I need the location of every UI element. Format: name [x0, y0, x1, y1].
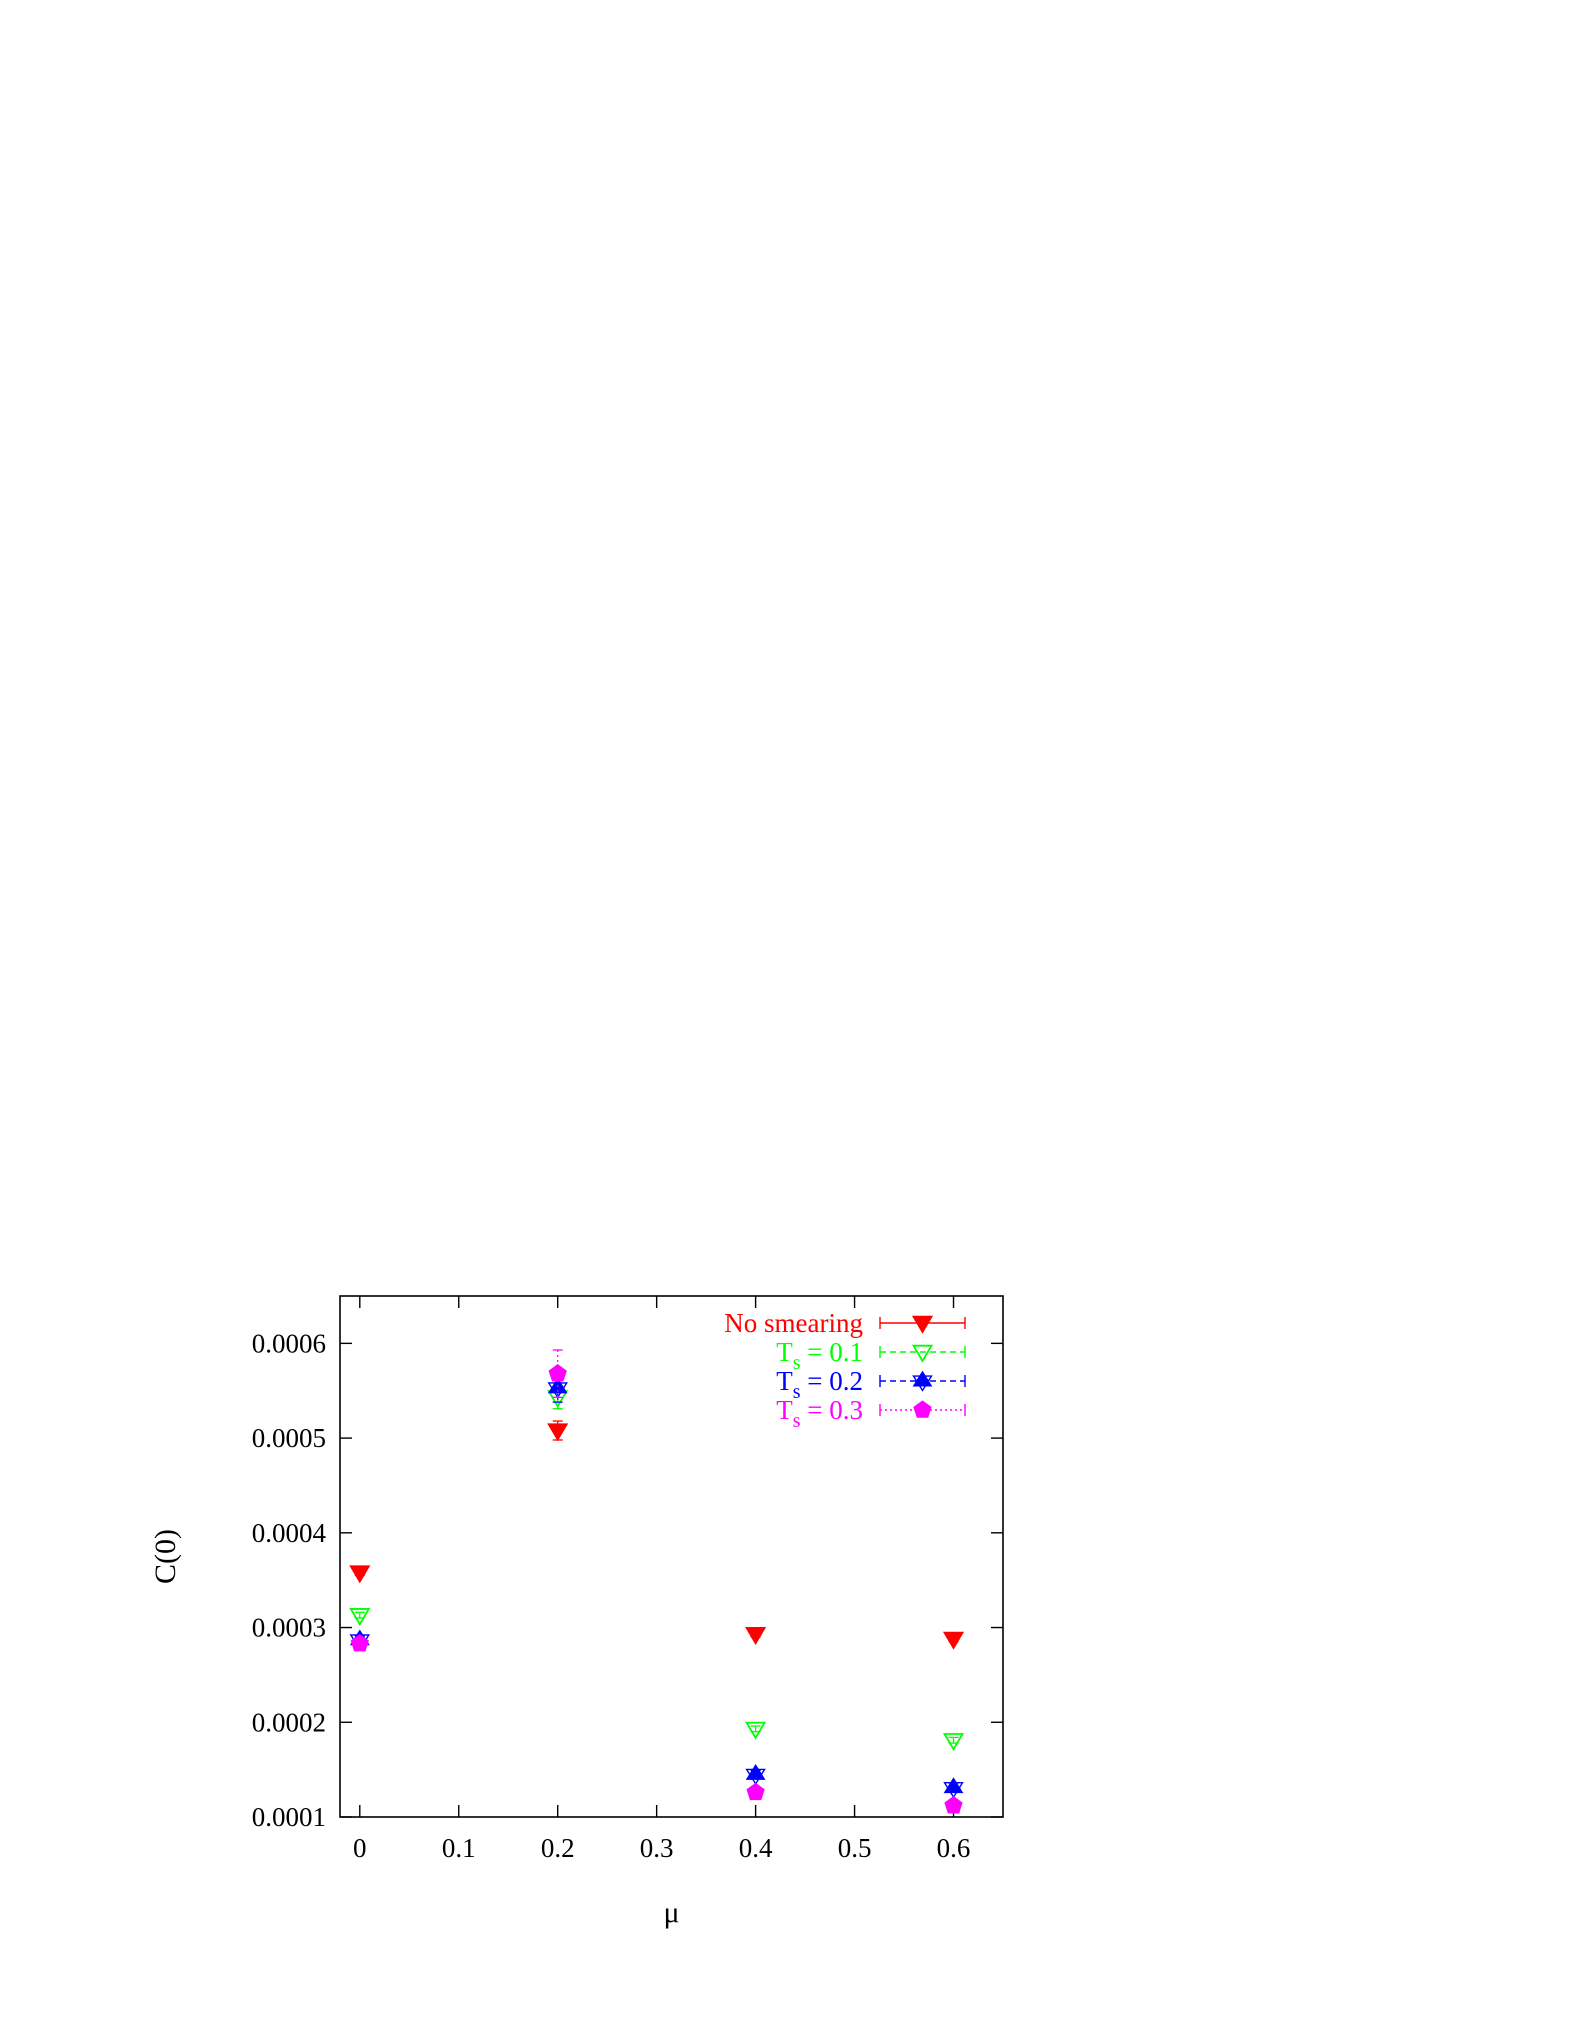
- data-point: [942, 1733, 965, 1752]
- star-down-triangle: [943, 1781, 964, 1799]
- y-tick-label: 0.0002: [252, 1707, 326, 1737]
- legend-label-main: T: [776, 1337, 793, 1367]
- data-point: [350, 1634, 369, 1652]
- legend-label-rest: = 0.1: [801, 1337, 863, 1367]
- y-tick-label: 0.0004: [252, 1518, 327, 1548]
- star-down-triangle: [547, 1382, 568, 1399]
- legend-marker: [911, 1315, 934, 1334]
- legend-marker: [912, 1370, 933, 1392]
- data-point: [745, 1721, 767, 1740]
- x-tick-label: 0.3: [640, 1833, 674, 1863]
- legend-label-main: T: [776, 1395, 793, 1425]
- data-point: [944, 1796, 963, 1814]
- data-point: [548, 1364, 567, 1382]
- data-layer: [349, 1349, 965, 1814]
- y-axis-label: C(0): [149, 1529, 182, 1584]
- legend-entry-3: Ts = 0.3: [776, 1395, 966, 1432]
- data-point: [349, 1565, 371, 1584]
- legend-marker: [913, 1400, 932, 1418]
- legend-label-main: No smearing: [724, 1308, 863, 1338]
- axes-layer: 0 0.1 0.2 0.3 0.4 0.5 0.6 0.0001 0.0002 0.0003 0.0…: [252, 1295, 1004, 1863]
- legend-label-subscript: s: [793, 1381, 801, 1403]
- plot-frame: [339, 1295, 1004, 1818]
- x-tick-label: 0.1: [442, 1833, 476, 1863]
- star-down-triangle: [745, 1768, 766, 1786]
- legend-entry-2: Ts = 0.2: [776, 1366, 966, 1403]
- legend-marker: [911, 1344, 934, 1363]
- y-tick-label: 0.0003: [252, 1613, 326, 1643]
- legend-label-subscript: s: [793, 1410, 801, 1432]
- data-point: [943, 1777, 964, 1799]
- legend-label-rest: = 0.2: [801, 1366, 863, 1396]
- x-tick-label: 0.5: [838, 1833, 872, 1863]
- series-3: [350, 1349, 963, 1814]
- legend-label-subscript: s: [793, 1352, 801, 1374]
- y-tick-label: 0.0006: [252, 1328, 326, 1358]
- series-0: [349, 1420, 965, 1650]
- x-tick-label: 0.4: [739, 1833, 773, 1863]
- data-point: [745, 1763, 766, 1786]
- legend-label: Ts = 0.2: [776, 1366, 863, 1403]
- data-point: [746, 1782, 765, 1801]
- legend-entry-0: No smearing: [724, 1308, 966, 1338]
- legend-label: No smearing: [724, 1308, 863, 1338]
- data-point: [349, 1608, 371, 1627]
- data-point: [547, 1423, 569, 1442]
- legend-label: Ts = 0.3: [776, 1395, 863, 1432]
- x-axis-label: μ: [663, 1896, 679, 1929]
- y-tick-label: 0.0001: [252, 1802, 326, 1832]
- x-tick-label: 0.6: [937, 1833, 971, 1863]
- legend-label-rest: = 0.3: [801, 1395, 863, 1425]
- legend-label: Ts = 0.1: [776, 1337, 863, 1374]
- data-point: [745, 1626, 767, 1645]
- y-tick-label: 0.0005: [252, 1423, 326, 1453]
- x-tick-label: 0: [353, 1833, 367, 1863]
- data-point: [942, 1631, 965, 1650]
- legend-entry-1: Ts = 0.1: [776, 1337, 966, 1374]
- legend-label-main: T: [776, 1366, 793, 1396]
- x-tick-label: 0.2: [541, 1833, 575, 1863]
- star-down-triangle: [912, 1375, 933, 1392]
